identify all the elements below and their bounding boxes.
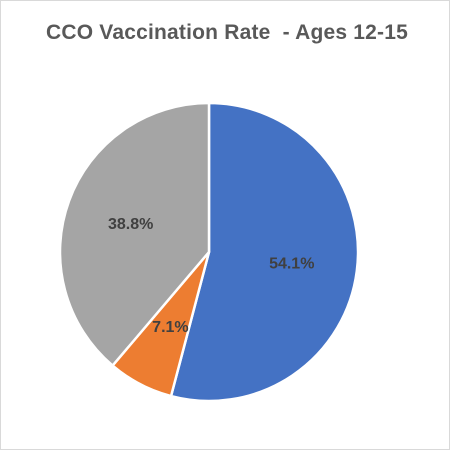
- pie-slice-0: [169, 101, 360, 403]
- slice-label-0: 54.1%: [269, 256, 314, 273]
- slice-label-2: 38.8%: [108, 216, 153, 233]
- slice-labels: 54.1% 7.1% 38.8%: [108, 216, 314, 336]
- slice-label-1: 7.1%: [152, 319, 188, 336]
- pie-slice-2: [58, 101, 211, 367]
- chart-title: CCO Vaccination Rate - Ages 12-15: [46, 21, 408, 44]
- pie-slices: [58, 101, 360, 403]
